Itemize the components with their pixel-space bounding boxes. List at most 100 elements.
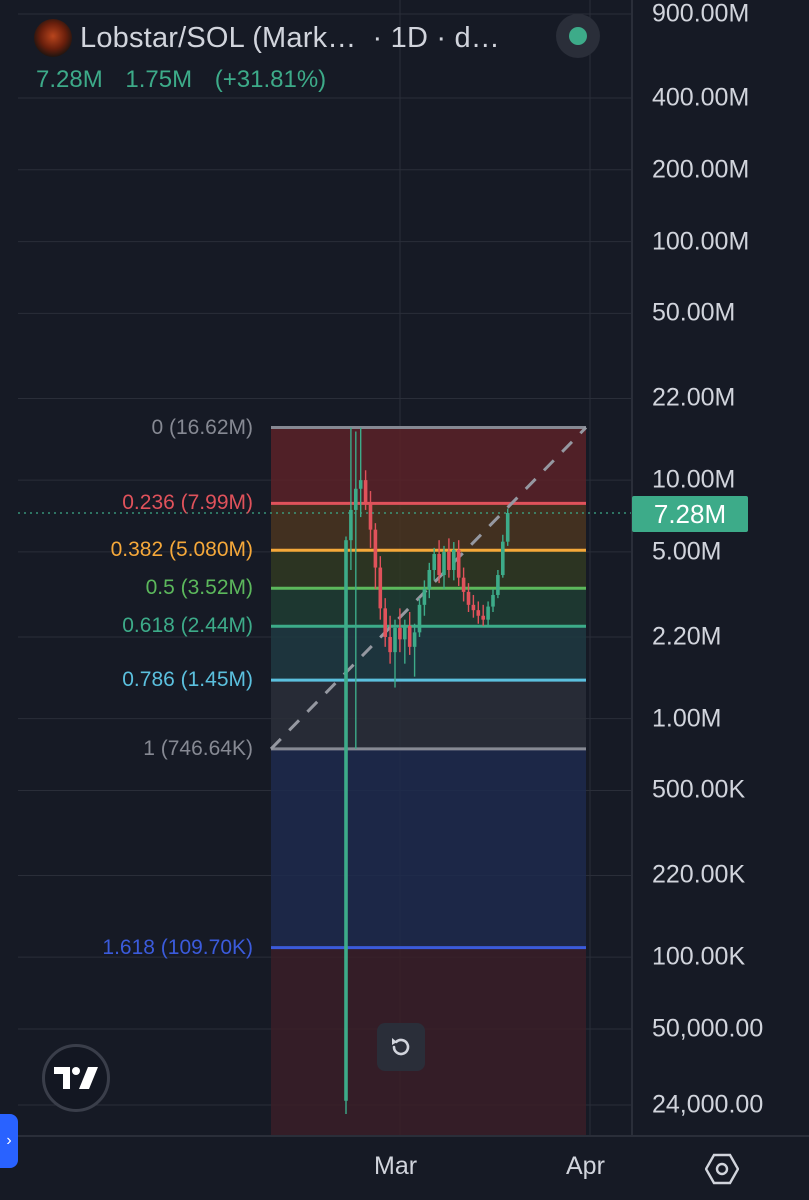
candle <box>501 534 505 578</box>
fib-trend-line <box>269 426 588 750</box>
expand-panel-tab[interactable]: › <box>0 1114 18 1168</box>
candle-body <box>373 529 378 568</box>
candle-body <box>442 551 446 576</box>
candle-body <box>437 554 441 576</box>
candle <box>368 491 373 548</box>
candle <box>486 601 490 626</box>
last-price-badge: 7.28M <box>632 496 748 532</box>
candle-body <box>486 606 490 620</box>
candle <box>383 598 387 647</box>
symbol-header[interactable]: Lobstar/SOL (Mark… · 1D · d… <box>34 18 500 58</box>
price-tick-label: 400.00M <box>652 83 750 112</box>
time-label-apr: Apr <box>566 1152 605 1180</box>
price-tick-label: 50.00M <box>652 298 736 327</box>
candle <box>412 623 417 677</box>
price-tick-label: 200.00M <box>652 155 750 184</box>
price-tick-label: 10.00M <box>652 465 736 494</box>
candle-body <box>466 591 471 605</box>
candle-body <box>471 604 476 611</box>
candle <box>407 611 412 655</box>
candle-body <box>476 610 481 616</box>
token-logo <box>34 19 72 57</box>
candle <box>388 615 392 664</box>
candle-body <box>452 549 456 570</box>
legend-change-pct: (+31.81%) <box>214 66 327 93</box>
candle <box>481 604 485 626</box>
fib-band-0.786 <box>271 680 586 749</box>
candle <box>393 619 397 688</box>
live-status-icon <box>569 27 587 45</box>
candle-body <box>407 625 412 647</box>
candle <box>471 594 476 618</box>
fib-label-0.786: 0.786 (1.45M) <box>122 668 253 692</box>
candle <box>461 567 466 602</box>
candle <box>398 608 402 653</box>
price-tick-label: 100.00K <box>652 942 746 971</box>
candle-body <box>501 541 505 576</box>
candle <box>373 523 378 589</box>
candle-body <box>398 627 402 640</box>
market-status-button[interactable] <box>556 14 600 58</box>
legend-change: 1.75M <box>125 66 193 93</box>
symbol-title[interactable]: Lobstar/SOL (Mark… <box>80 21 357 54</box>
candle-body <box>388 636 392 653</box>
candle <box>437 540 441 584</box>
candle-body <box>403 625 407 640</box>
candle-body <box>363 480 368 505</box>
candle-body <box>344 540 348 1101</box>
time-label-mar: Mar <box>374 1152 418 1180</box>
axes <box>18 0 809 1137</box>
fibonacci-retracement[interactable] <box>269 426 588 1136</box>
candle <box>476 601 481 624</box>
tradingview-icon <box>54 1067 98 1089</box>
fib-label-0.236: 0.236 (7.99M) <box>122 491 253 515</box>
candle-body <box>378 567 383 609</box>
candle <box>354 431 358 749</box>
candle <box>452 542 456 581</box>
reset-icon <box>392 1038 410 1056</box>
price-tick-label: 100.00M <box>652 227 750 256</box>
price-tick-label: 1.00M <box>652 704 722 733</box>
price-tick-label: 5.00M <box>652 537 722 566</box>
price-tick-label: 22.00M <box>652 383 736 412</box>
candle <box>442 545 446 589</box>
candle <box>344 536 348 1115</box>
ohlc-legend: 7.28M 1.75M (+31.81%) <box>36 66 342 94</box>
candle-body <box>358 480 363 489</box>
candle <box>403 619 407 664</box>
candle <box>447 538 451 578</box>
candle-body <box>481 615 485 620</box>
fib-label-0.382: 0.382 (5.080M) <box>110 538 253 562</box>
price-tick-label: 220.00K <box>652 860 746 889</box>
fib-label-0.5: 0.5 (3.52M) <box>145 576 253 600</box>
candle-body <box>422 588 427 605</box>
candle <box>378 556 383 620</box>
candle <box>496 569 500 599</box>
candle-body <box>368 504 373 530</box>
candle-body <box>417 604 422 633</box>
candle <box>422 580 427 616</box>
price-tick-label: 24,000.00 <box>652 1090 764 1119</box>
candle-body <box>456 549 461 578</box>
candle <box>363 470 368 510</box>
candle-body <box>461 577 466 592</box>
fib-label-1.618: 1.618 (109.70K) <box>102 935 253 959</box>
legend-last-value: 7.28M <box>36 66 103 93</box>
candle-body <box>412 632 417 647</box>
candle <box>456 540 461 586</box>
candle <box>432 547 436 581</box>
candle-body <box>447 551 451 570</box>
interval-label[interactable]: · 1D · d… <box>372 21 500 54</box>
price-tick-label: 2.20M <box>652 622 722 651</box>
fib-band-0.618 <box>271 626 586 681</box>
tradingview-logo[interactable] <box>42 1044 110 1112</box>
price-tick-label: 900.00M <box>652 0 750 28</box>
candle-body <box>491 594 495 607</box>
candle-body <box>354 488 358 510</box>
reset-chart-button[interactable] <box>377 1023 425 1071</box>
fib-band-1.618 <box>271 947 586 1136</box>
fib-band-0 <box>271 427 586 504</box>
candle-body <box>393 627 397 653</box>
settings-icon[interactable] <box>705 1152 739 1186</box>
